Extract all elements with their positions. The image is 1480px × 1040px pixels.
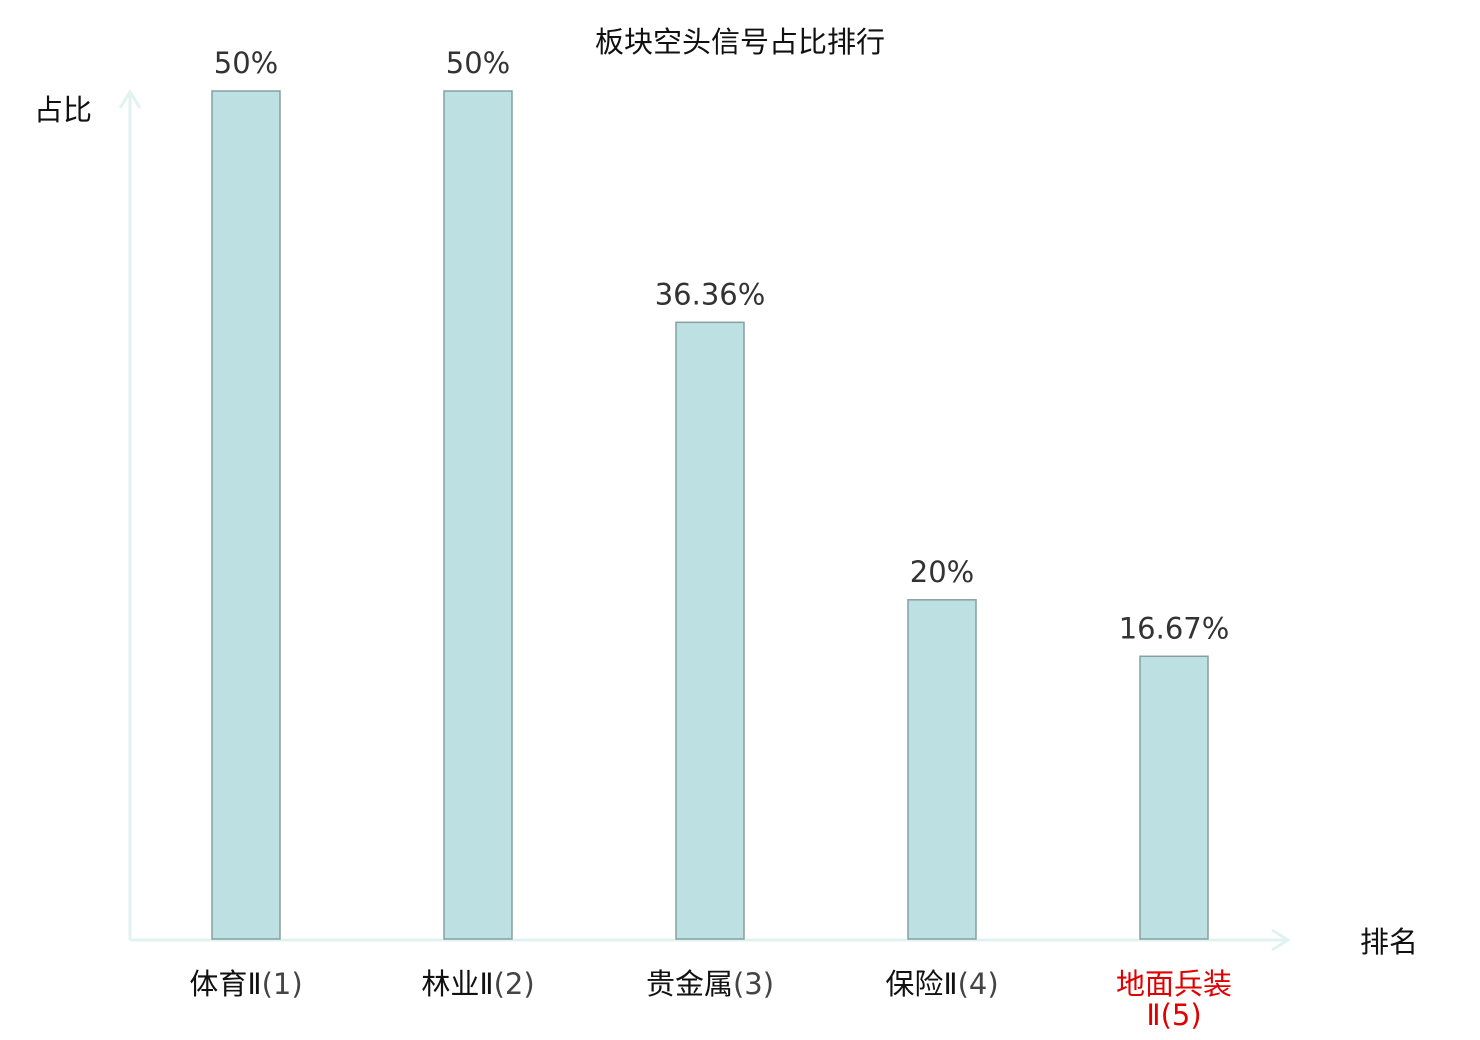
value-label-1: 50% [214,46,278,80]
value-label-3: 36.36% [655,277,766,311]
chart-title: 板块空头信号占比排行 [595,25,885,59]
bar-1 [211,90,281,940]
category-label-3: 贵金属(3) [646,967,774,1001]
bar-5 [1139,655,1209,940]
bar-2 [443,90,513,940]
value-label-2: 50% [446,46,510,80]
x-axis-label: 排名 [1360,925,1418,959]
y-axis [118,89,142,940]
value-labels-group: 50% 50% 36.36% 20% 16.67% [214,46,1230,645]
category-label-1: 体育Ⅱ(1) [189,967,302,1001]
value-label-5: 16.67% [1119,611,1230,645]
category-label-5-line2: Ⅱ(5) [1146,998,1201,1032]
bar-3 [675,321,745,940]
bar-4 [907,599,977,940]
bars-group [211,90,1209,940]
category-label-5: 地面兵装 [1116,967,1232,1001]
y-axis-label: 占比 [34,93,92,127]
category-label-2: 林业Ⅱ(2) [421,967,534,1001]
value-label-4: 20% [910,555,974,589]
x-axis [130,928,1291,952]
category-label-4: 保险Ⅱ(4) [885,967,998,1001]
